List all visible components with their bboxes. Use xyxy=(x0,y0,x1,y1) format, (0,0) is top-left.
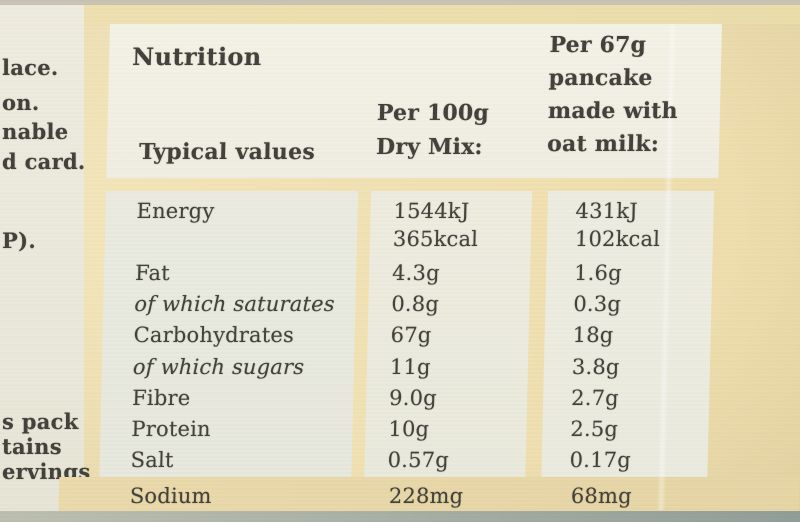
row-label: Sodium xyxy=(129,484,212,508)
row-saturates: of which saturates 0.8g 0.3g xyxy=(0,292,794,320)
value-per-pancake: 0.3g xyxy=(573,292,622,316)
header-line: Dry Mix: xyxy=(375,134,484,160)
header-line: Per 100g xyxy=(376,100,490,126)
value-per-100g: 10g xyxy=(388,417,430,441)
package-top-fold xyxy=(0,5,800,24)
row-label: Fat xyxy=(134,261,171,285)
photo-top-edge xyxy=(0,0,800,5)
row-carbohydrates: Carbohydrates 67g 18g xyxy=(0,323,793,351)
header-line: pancake xyxy=(548,65,653,91)
row-sodium: Sodium 228mg 68mg xyxy=(0,484,789,512)
left-text-fragment: s pack xyxy=(2,409,79,434)
value-per-100g: 1544kJ xyxy=(393,199,470,223)
row-label: of which sugars xyxy=(132,355,305,379)
row-salt: Salt 0.57g 0.17g xyxy=(0,448,790,476)
row-energy: Energy 1544kJ 431kJ xyxy=(0,199,796,227)
value-per-pancake: 68mg xyxy=(570,484,633,508)
value-per-100g: 365kcal xyxy=(392,227,479,251)
row-label: Salt xyxy=(130,448,174,472)
value-per-100g: 0.8g xyxy=(391,292,440,316)
value-per-100g: 0.57g xyxy=(387,448,450,472)
typical-values-label: Typical values xyxy=(138,139,316,165)
header-line: made with xyxy=(547,98,679,124)
row-protein: Protein 10g 2.5g xyxy=(0,417,791,445)
row-label: of which saturates xyxy=(134,292,336,316)
value-per-100g: 4.3g xyxy=(391,261,441,285)
header-line: oat milk: xyxy=(546,131,660,157)
left-package-panel: lace. on. nable d card. P). s pack tains… xyxy=(0,5,90,511)
left-text-fragment: nable xyxy=(2,119,69,144)
row-label: Carbohydrates xyxy=(133,323,295,347)
left-text-fragment: P). xyxy=(2,228,36,253)
photo-bottom-shadow xyxy=(0,511,800,522)
value-per-pancake: 1.6g xyxy=(573,261,623,285)
per-pancake-column-header: Per 67g pancake made with oat milk: xyxy=(547,32,680,164)
left-text-fragment: lace. xyxy=(2,55,59,80)
value-per-pancake: 431kJ xyxy=(575,199,639,223)
header-line: Per 67g xyxy=(549,32,647,58)
value-per-100g: 11g xyxy=(389,355,431,379)
row-label: Protein xyxy=(131,417,212,441)
left-text-fragment: on. xyxy=(2,90,40,115)
value-per-pancake: 3.8g xyxy=(571,355,620,379)
value-per-pancake: 102kcal xyxy=(574,227,661,251)
nutrition-title: Nutrition xyxy=(131,42,263,71)
value-per-pancake: 2.5g xyxy=(570,417,619,441)
row-energy-kcal: 365kcal 102kcal xyxy=(0,227,795,255)
row-label: Fibre xyxy=(131,386,191,410)
row-fat: Fat 4.3g 1.6g xyxy=(0,261,794,289)
left-text-fragment: d card. xyxy=(2,149,86,174)
value-per-100g: 228mg xyxy=(388,484,464,508)
row-fibre: Fibre 9.0g 2.7g xyxy=(0,386,791,414)
value-per-100g: 9.0g xyxy=(388,386,438,410)
row-label: Energy xyxy=(136,199,215,223)
value-per-pancake: 18g xyxy=(572,323,614,347)
per-100g-column-header: Per 100g Dry Mix: xyxy=(376,100,490,168)
value-per-100g: 67g xyxy=(390,323,432,347)
value-per-pancake: 0.17g xyxy=(569,448,632,472)
value-per-pancake: 2.7g xyxy=(570,386,620,410)
left-text-fragment: tains xyxy=(2,434,62,459)
row-sugars: of which sugars 11g 3.8g xyxy=(0,355,792,383)
